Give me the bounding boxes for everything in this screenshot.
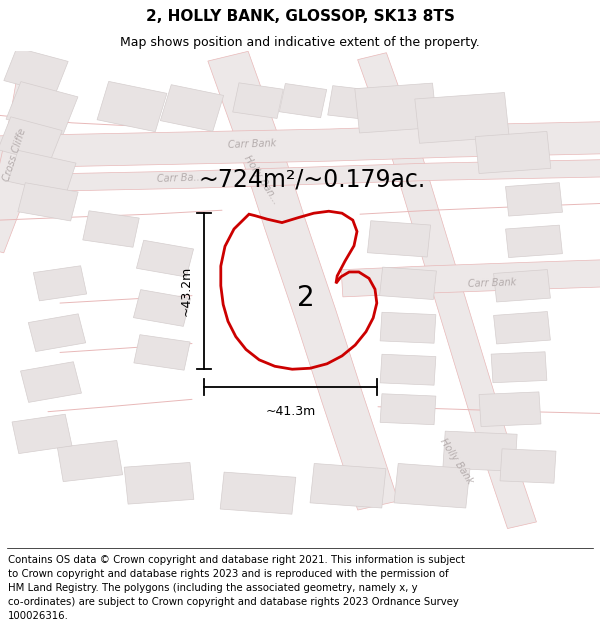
Polygon shape — [0, 54, 53, 253]
Polygon shape — [380, 394, 436, 424]
Polygon shape — [500, 449, 556, 483]
Polygon shape — [28, 314, 86, 351]
Polygon shape — [367, 221, 431, 257]
Polygon shape — [479, 392, 541, 426]
Polygon shape — [0, 121, 600, 169]
Text: 100026316.: 100026316. — [8, 611, 68, 621]
Polygon shape — [443, 431, 517, 471]
Polygon shape — [328, 86, 380, 121]
Polygon shape — [233, 83, 283, 118]
Polygon shape — [12, 414, 72, 454]
Polygon shape — [0, 117, 62, 163]
Text: ~724m²/~0.179ac.: ~724m²/~0.179ac. — [199, 168, 425, 192]
Polygon shape — [394, 464, 470, 508]
Polygon shape — [58, 441, 122, 482]
Text: HM Land Registry. The polygons (including the associated geometry, namely x, y: HM Land Registry. The polygons (includin… — [8, 582, 418, 592]
Polygon shape — [18, 182, 78, 221]
Polygon shape — [134, 335, 190, 370]
Polygon shape — [310, 464, 386, 508]
Polygon shape — [506, 182, 562, 216]
Text: ~43.2m: ~43.2m — [179, 266, 193, 316]
Polygon shape — [279, 84, 327, 118]
Polygon shape — [8, 151, 76, 194]
Text: ~41.3m: ~41.3m — [265, 405, 316, 418]
Polygon shape — [160, 85, 224, 131]
Polygon shape — [6, 82, 78, 134]
Text: Carr Bank: Carr Bank — [227, 138, 277, 150]
Polygon shape — [494, 311, 550, 344]
Polygon shape — [124, 462, 194, 504]
Polygon shape — [20, 362, 82, 403]
Polygon shape — [380, 312, 436, 343]
Polygon shape — [380, 267, 436, 299]
Polygon shape — [506, 225, 562, 258]
Polygon shape — [220, 472, 296, 514]
Polygon shape — [0, 159, 600, 193]
Text: Map shows position and indicative extent of the property.: Map shows position and indicative extent… — [120, 36, 480, 49]
Polygon shape — [34, 266, 86, 301]
Polygon shape — [133, 289, 191, 326]
Text: Holly Ban...: Holly Ban... — [242, 153, 280, 206]
Polygon shape — [380, 354, 436, 385]
Text: co-ordinates) are subject to Crown copyright and database rights 2023 Ordnance S: co-ordinates) are subject to Crown copyr… — [8, 597, 458, 607]
Polygon shape — [494, 269, 550, 302]
Polygon shape — [475, 131, 551, 174]
Polygon shape — [491, 352, 547, 382]
Polygon shape — [136, 240, 194, 277]
Polygon shape — [4, 48, 68, 94]
Text: to Crown copyright and database rights 2023 and is reproduced with the permissio: to Crown copyright and database rights 2… — [8, 569, 448, 579]
Polygon shape — [415, 92, 509, 143]
Text: Carr Bank: Carr Bank — [467, 278, 517, 289]
Polygon shape — [208, 51, 398, 510]
Text: Holly Bank: Holly Bank — [437, 436, 475, 486]
Polygon shape — [83, 211, 139, 248]
Text: 2, HOLLY BANK, GLOSSOP, SK13 8TS: 2, HOLLY BANK, GLOSSOP, SK13 8TS — [146, 9, 454, 24]
Polygon shape — [341, 259, 600, 297]
Text: Contains OS data © Crown copyright and database right 2021. This information is : Contains OS data © Crown copyright and d… — [8, 554, 465, 564]
Text: 2: 2 — [297, 284, 315, 312]
Polygon shape — [355, 83, 437, 133]
Polygon shape — [97, 81, 167, 132]
Text: Carr Ba...: Carr Ba... — [157, 173, 203, 184]
Text: Cross Cliffe: Cross Cliffe — [1, 127, 28, 182]
Polygon shape — [358, 52, 536, 529]
